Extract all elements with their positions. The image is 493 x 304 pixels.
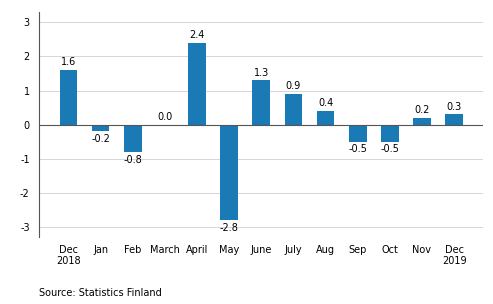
Text: 0.4: 0.4 (318, 98, 333, 108)
Bar (413, 118, 431, 125)
Bar (124, 125, 141, 152)
Bar (220, 125, 238, 220)
Text: -0.8: -0.8 (123, 155, 142, 165)
Bar (317, 111, 334, 125)
Text: -0.5: -0.5 (348, 144, 367, 154)
Bar (60, 70, 77, 125)
Bar (188, 43, 206, 125)
Bar (349, 125, 367, 142)
Text: 1.6: 1.6 (61, 57, 76, 67)
Text: -0.5: -0.5 (381, 144, 399, 154)
Bar (252, 80, 270, 125)
Bar (284, 94, 302, 125)
Text: 0.3: 0.3 (447, 102, 462, 112)
Text: 1.3: 1.3 (254, 67, 269, 78)
Text: 2.4: 2.4 (189, 30, 205, 40)
Text: -0.2: -0.2 (91, 134, 110, 144)
Bar (92, 125, 109, 131)
Text: Source: Statistics Finland: Source: Statistics Finland (39, 288, 162, 298)
Text: 0.9: 0.9 (286, 81, 301, 91)
Text: -2.8: -2.8 (220, 223, 239, 233)
Bar (381, 125, 399, 142)
Text: 0.0: 0.0 (157, 112, 173, 122)
Bar (445, 114, 463, 125)
Text: 0.2: 0.2 (414, 105, 430, 115)
